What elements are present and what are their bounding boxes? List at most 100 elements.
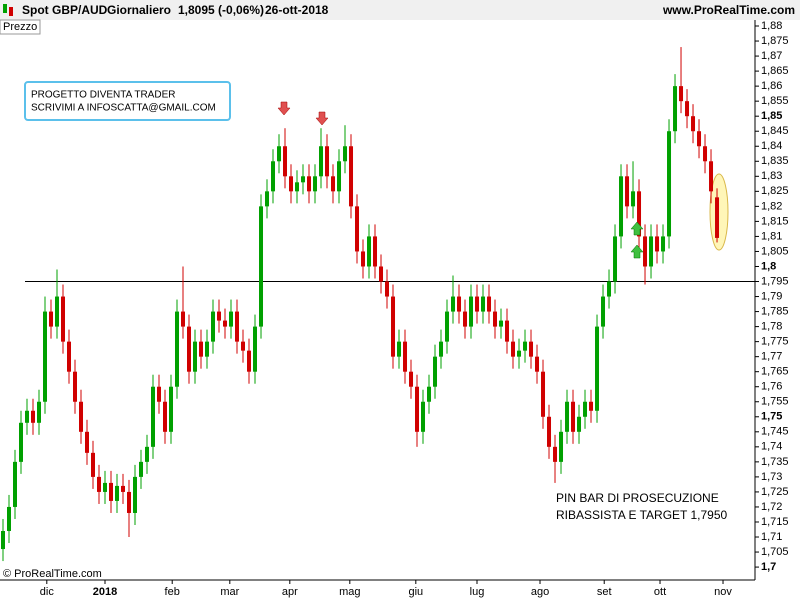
candle-body: [505, 320, 510, 342]
y-tick-label: 1,78: [761, 321, 782, 333]
x-tick-label: giu: [408, 586, 423, 598]
y-tick-label: 1,84: [761, 140, 782, 152]
candle-body: [235, 311, 240, 342]
annotation: PROGETTO DIVENTA TRADER: [31, 90, 175, 101]
candle-body: [691, 116, 696, 132]
x-tick-label: ott: [654, 586, 666, 598]
candle-body: [427, 386, 432, 402]
annotation-box: [24, 81, 231, 121]
candle-body: [295, 182, 300, 192]
y-tick-label: 1,855: [761, 95, 789, 107]
x-tick-label: 2018: [93, 586, 117, 598]
y-tick-label: 1,76: [761, 381, 782, 393]
x-tick-label: set: [597, 586, 612, 598]
y-tick-label: 1,75: [761, 411, 782, 423]
candle-body: [415, 386, 420, 432]
y-tick-label: 1,775: [761, 336, 789, 348]
candle-body: [145, 446, 150, 462]
candle-body: [655, 236, 660, 252]
candle-body: [13, 461, 18, 507]
candle-body: [697, 131, 702, 147]
candle-body: [559, 431, 564, 462]
y-tick-label: 1,8: [761, 260, 776, 272]
y-tick-label: 1,725: [761, 486, 789, 498]
candle-body: [259, 206, 264, 327]
candle-body: [715, 197, 720, 238]
x-tick-label: lug: [470, 586, 485, 598]
candle-body: [151, 386, 156, 447]
y-tick-label: 1,74: [761, 441, 782, 453]
y-tick-label: 1,81: [761, 230, 782, 242]
date: 26-ott-2018: [265, 3, 329, 17]
y-tick-label: 1,735: [761, 456, 789, 468]
x-tick-label: ago: [531, 586, 549, 598]
candle-body: [205, 341, 210, 357]
candle-body: [619, 176, 624, 237]
candle-body: [553, 446, 558, 462]
last-price: 1,8095 (-0,06%): [178, 3, 264, 17]
y-tick-label: 1,865: [761, 65, 789, 77]
candle-body: [241, 341, 246, 351]
candle-body: [487, 296, 492, 312]
y-tick-label: 1,785: [761, 305, 789, 317]
candle-body: [331, 176, 336, 192]
header-icon: [3, 4, 13, 16]
candle-body: [367, 236, 372, 267]
candle-body: [571, 401, 576, 432]
candle-body: [385, 281, 390, 297]
candle-body: [637, 191, 642, 237]
candle-body: [187, 326, 192, 372]
candle-body: [43, 311, 48, 402]
candle-body: [535, 356, 540, 372]
x-tick-label: feb: [165, 586, 180, 598]
candle-body: [253, 326, 258, 372]
candle-body: [667, 131, 672, 237]
candle-body: [133, 476, 138, 513]
candle-body: [85, 431, 90, 453]
candle-body: [289, 176, 294, 192]
candle-body: [199, 341, 204, 357]
candle-body: [601, 296, 606, 327]
candle-body: [7, 506, 12, 532]
candle-body: [175, 311, 180, 387]
candle-body: [517, 350, 522, 357]
candle-body: [73, 371, 78, 402]
candle-body: [325, 146, 330, 177]
y-tick-label: 1,82: [761, 200, 782, 212]
candle-body: [109, 482, 114, 501]
candle-body: [223, 320, 228, 327]
candle-body: [499, 320, 504, 327]
candle-body: [583, 401, 588, 417]
candle-body: [337, 161, 342, 192]
candle-body: [421, 401, 426, 432]
candle-body: [97, 476, 102, 492]
y-tick-label: 1,815: [761, 215, 789, 227]
candle-body: [673, 86, 678, 132]
candle-body: [391, 296, 396, 357]
candle-body: [229, 311, 234, 327]
candle-body: [685, 101, 690, 117]
y-tick-label: 1,77: [761, 351, 782, 363]
site: www.ProRealTime.com: [662, 3, 795, 17]
candle-body: [37, 401, 42, 423]
y-tick-label: 1,705: [761, 546, 789, 558]
candle-body: [577, 416, 582, 432]
panel-label: Prezzo: [3, 21, 37, 33]
candle-body: [457, 296, 462, 312]
candle-body: [613, 236, 618, 282]
candle-body: [1, 531, 6, 550]
annotation: RIBASSISTA E TARGET 1,7950: [556, 508, 728, 522]
candle-body: [313, 176, 318, 192]
x-tick-label: apr: [282, 586, 298, 598]
candle-body: [439, 341, 444, 357]
candle-body: [181, 311, 186, 327]
candle-body: [277, 146, 282, 162]
candle-body: [193, 341, 198, 372]
candle-body: [433, 356, 438, 387]
y-tick-label: 1,745: [761, 426, 789, 438]
candle-body: [397, 341, 402, 357]
candle-body: [265, 191, 270, 207]
candle-body: [547, 416, 552, 447]
candle-body: [607, 281, 612, 297]
panel-tab[interactable]: [0, 19, 41, 35]
